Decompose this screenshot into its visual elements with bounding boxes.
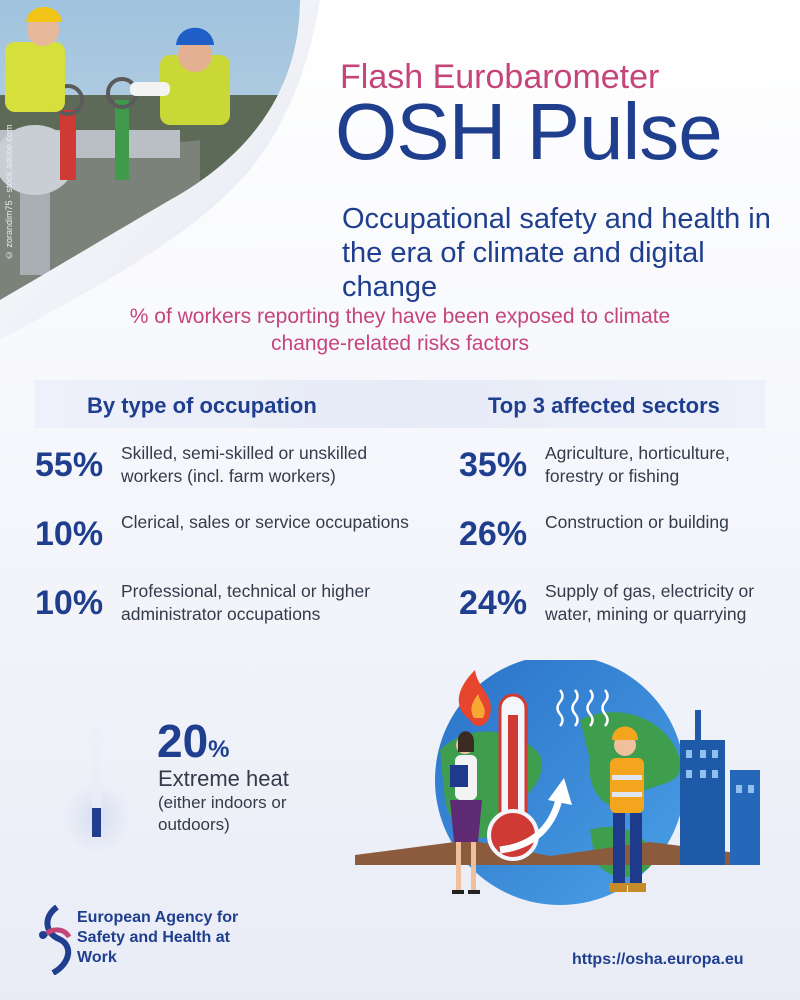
thermometer-icon (487, 693, 539, 861)
woman-icon (450, 731, 482, 894)
sector-pct: 35% (459, 446, 528, 484)
occupation-pct: 10% (35, 515, 104, 553)
heat-gauge (92, 693, 101, 838)
sector-label: Agriculture, horticulture, forestry or f… (545, 443, 730, 486)
heat-note: (either indoors or outdoors) (158, 793, 287, 834)
worker-icon (609, 726, 646, 892)
occupation-pct: 55% (35, 446, 104, 484)
agency-logo-icon (39, 905, 72, 975)
website-link[interactable]: https://osha.europa.eu (572, 951, 744, 968)
occupation-pct: 10% (35, 584, 104, 622)
lead-text: % of workers reporting they have been ex… (129, 305, 671, 355)
occupation-row: 10% Professional, technical or higher ad… (35, 580, 415, 632)
occupation-label: Skilled, semi-skilled or unskilled worke… (121, 443, 368, 486)
column-headers-band (35, 380, 765, 428)
sector-pct: 26% (459, 515, 528, 553)
heat-gauge-fill (92, 808, 101, 837)
agency-name: European Agency for Safety and Health at… (77, 909, 239, 966)
page-subtitle: Occupational safety and health in the er… (342, 203, 771, 303)
heat-value: 20 (157, 715, 209, 767)
heat-title: Extreme heat (158, 766, 289, 791)
occupation-heading: By type of occupation (87, 393, 317, 418)
occupation-row: 10% Clerical, sales or service occupatio… (35, 511, 415, 563)
kicker: Flash Eurobarometer (340, 58, 660, 96)
sector-pct: 24% (459, 584, 528, 622)
page-title: OSH Pulse (335, 87, 723, 176)
occupation-row: 55% Skilled, semi-skilled or unskilled w… (35, 442, 415, 494)
sector-row: 26% Construction or building (459, 511, 779, 563)
occupation-label: Professional, technical or higher admini… (121, 581, 371, 624)
heat-percentage: 20% (157, 714, 230, 768)
heat-unit: % (208, 736, 230, 763)
arrow-up-icon (499, 778, 572, 854)
sectors-heading: Top 3 affected sectors (488, 393, 720, 418)
city-icon (680, 710, 760, 865)
fire-icon (458, 670, 491, 727)
heat-waves-icon (556, 689, 609, 727)
sector-label: Construction or building (545, 512, 729, 532)
sector-row: 24% Supply of gas, electricity or water,… (459, 580, 779, 632)
sector-row: 35% Agriculture, horticulture, forestry … (459, 442, 779, 494)
header-photo (0, 0, 320, 340)
sector-label: Supply of gas, electricity or water, min… (545, 581, 755, 624)
photo-credit: © zorandim75 - stock.adobe.com (4, 124, 14, 260)
climate-illustration (355, 660, 760, 905)
occupation-label: Clerical, sales or service occupations (121, 512, 409, 532)
